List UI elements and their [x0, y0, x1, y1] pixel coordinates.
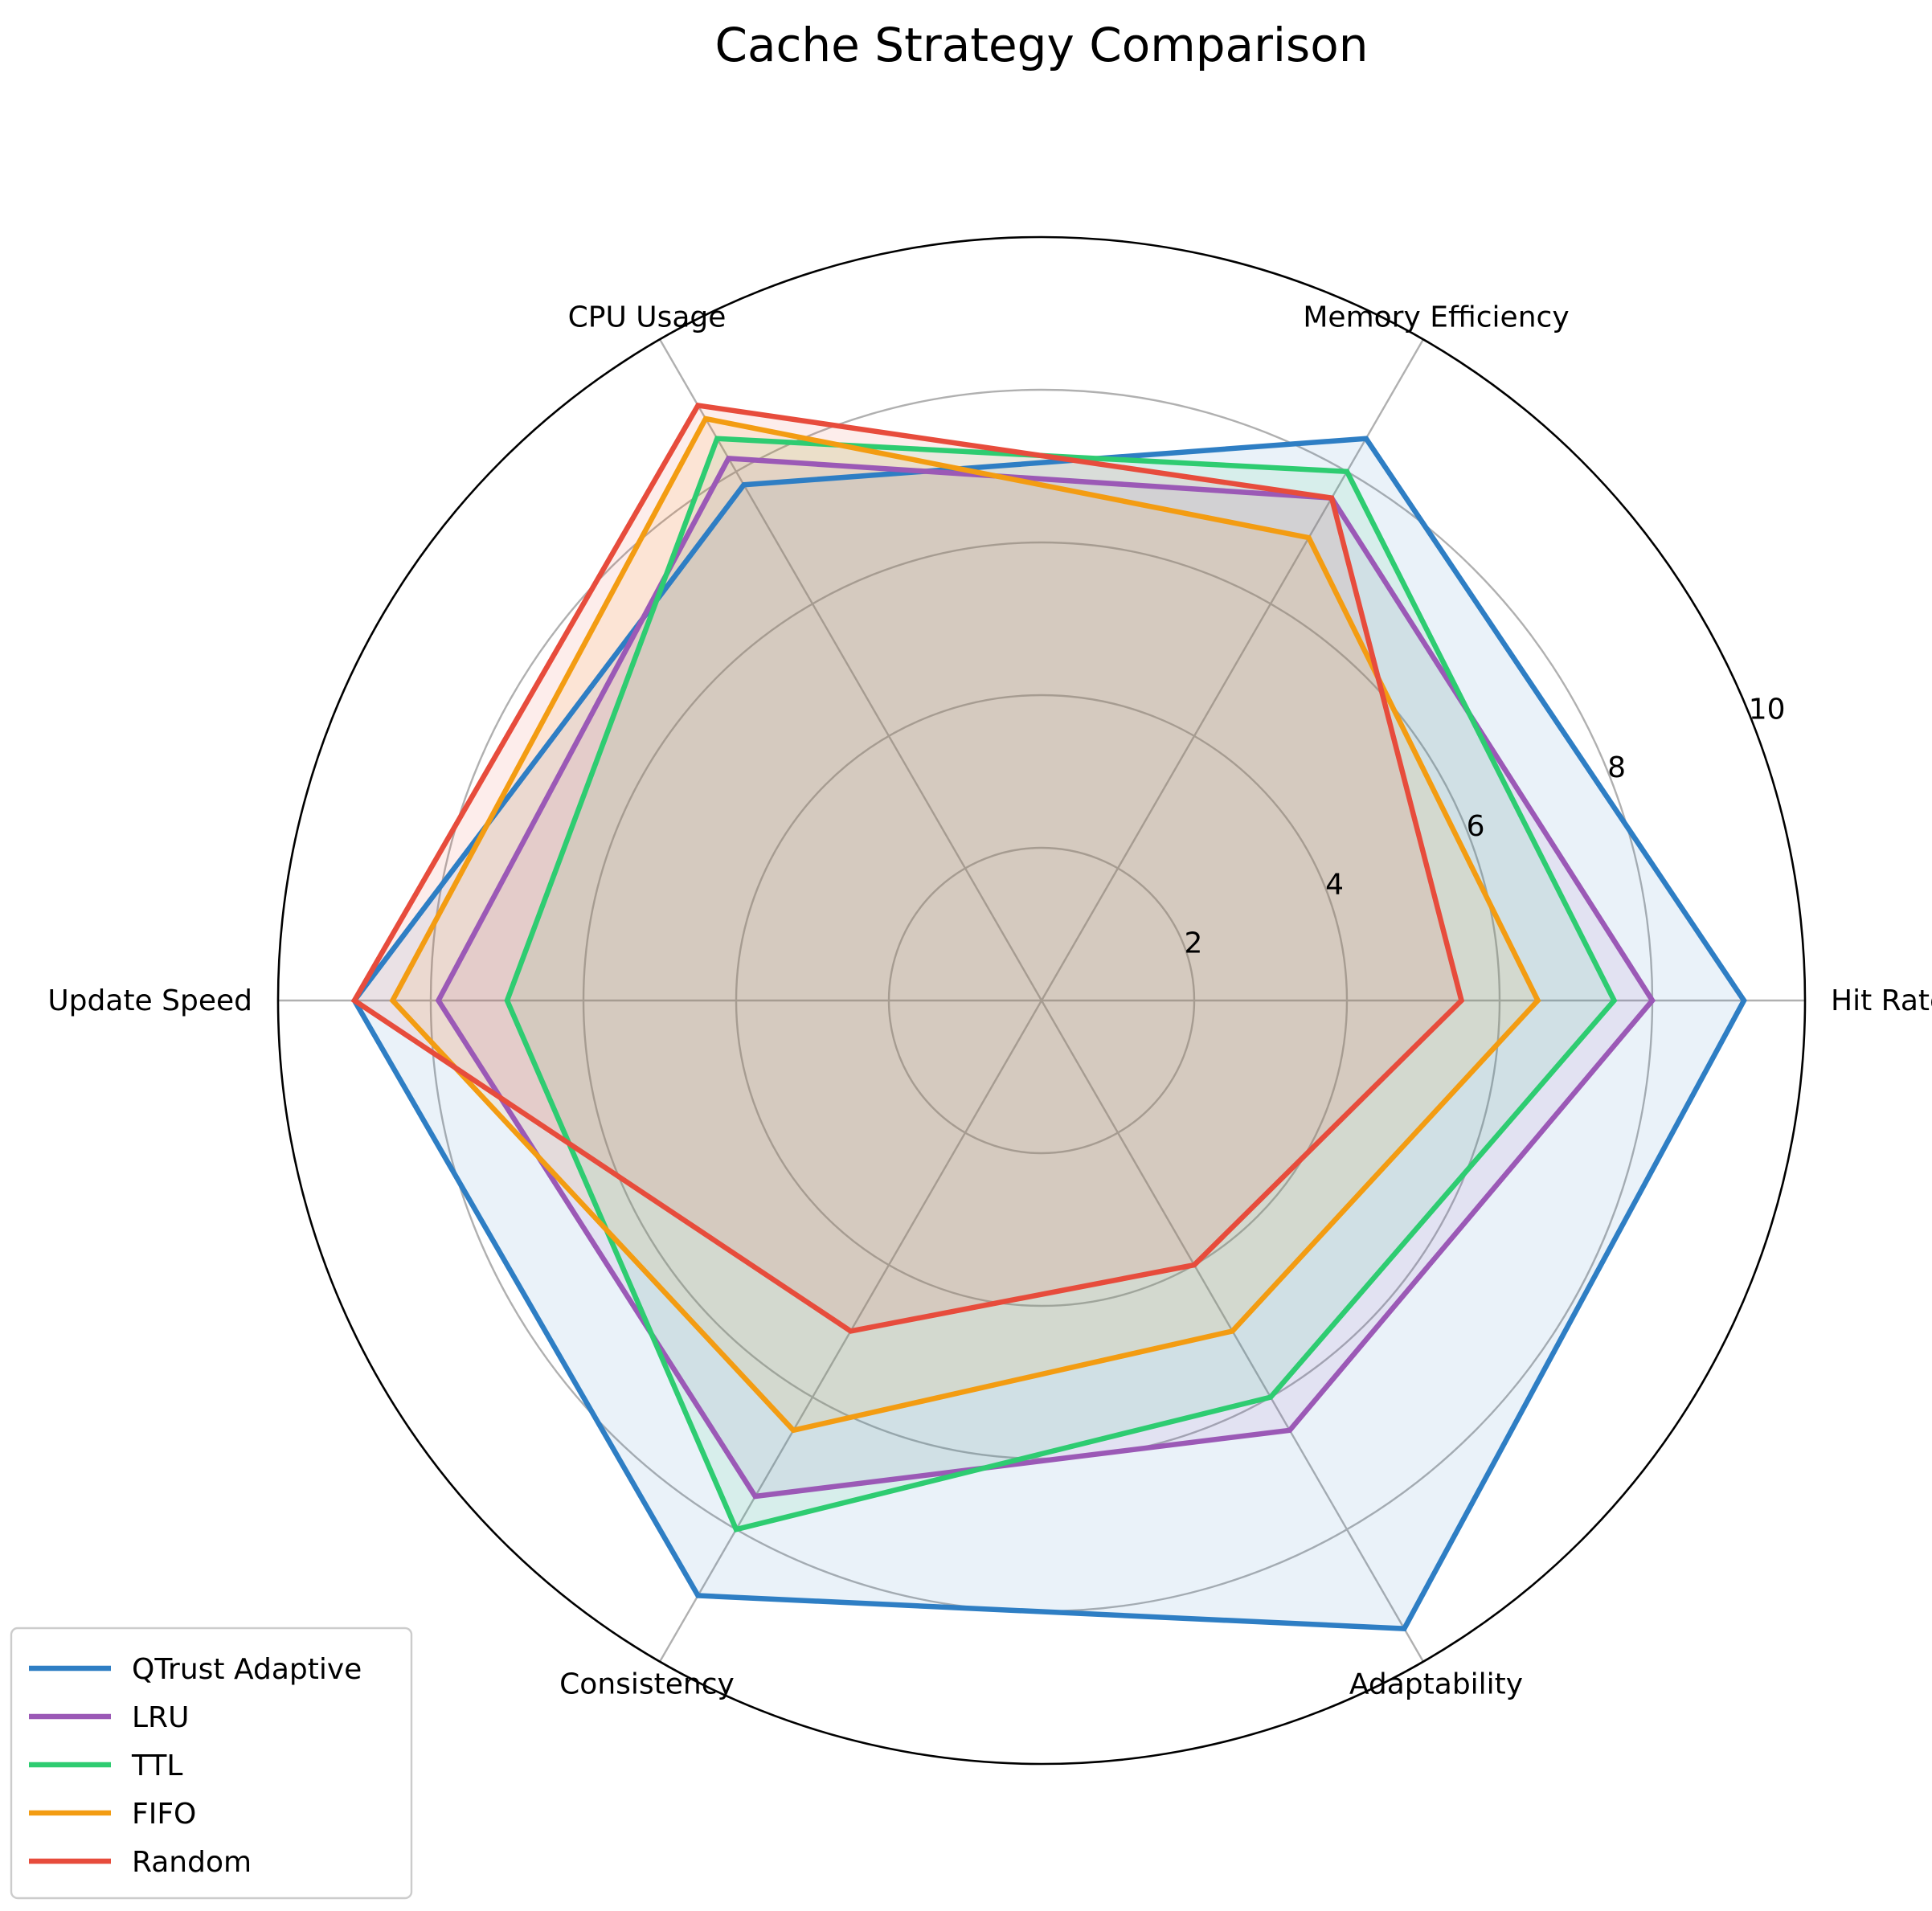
chart-title: Cache Strategy Comparison — [714, 18, 1368, 72]
axis-label: CPU Usage — [568, 301, 727, 334]
series-fill — [438, 458, 1652, 1496]
legend-label: QTrust Adaptive — [132, 1653, 362, 1686]
radial-tick-label: 10 — [1749, 694, 1786, 726]
axis-label: Consistency — [559, 1668, 735, 1700]
axis-labels: Hit Rate Memory Efficiency CPU Usage Update… — [47, 301, 1932, 1701]
axis-label: Adaptability — [1349, 1668, 1523, 1700]
legend-box — [10, 1627, 413, 1900]
radial-tick-label: 6 — [1467, 810, 1485, 843]
axis-label: Update Speed — [47, 984, 252, 1017]
legend-label: Random — [132, 1846, 252, 1879]
grid-spoke — [1040, 338, 1425, 1001]
radial-tick-label: 4 — [1325, 869, 1344, 902]
polar-frame — [276, 235, 1807, 1766]
radial-tick-labels: 2 4 6 8 10 — [1185, 694, 1786, 960]
axis-label: Hit Rate — [1831, 984, 1932, 1017]
legend: QTrust Adaptive LRU TTL FIFO Random — [10, 1627, 413, 1900]
series-fill — [392, 419, 1538, 1430]
series-line — [350, 402, 1465, 1334]
radial-tick-label: 8 — [1607, 751, 1626, 784]
legend-label: TTL — [131, 1749, 182, 1782]
series-line — [504, 436, 1618, 1533]
series-fill — [507, 438, 1615, 1530]
series-layer — [350, 402, 1747, 1631]
legend-label: FIFO — [132, 1798, 196, 1831]
series-line — [389, 415, 1541, 1434]
grid-spoke — [658, 338, 1043, 1001]
radial-tick-label: 2 — [1185, 927, 1203, 960]
legend-label: LRU — [132, 1701, 189, 1734]
axis-label: Memory Efficiency — [1303, 301, 1569, 334]
